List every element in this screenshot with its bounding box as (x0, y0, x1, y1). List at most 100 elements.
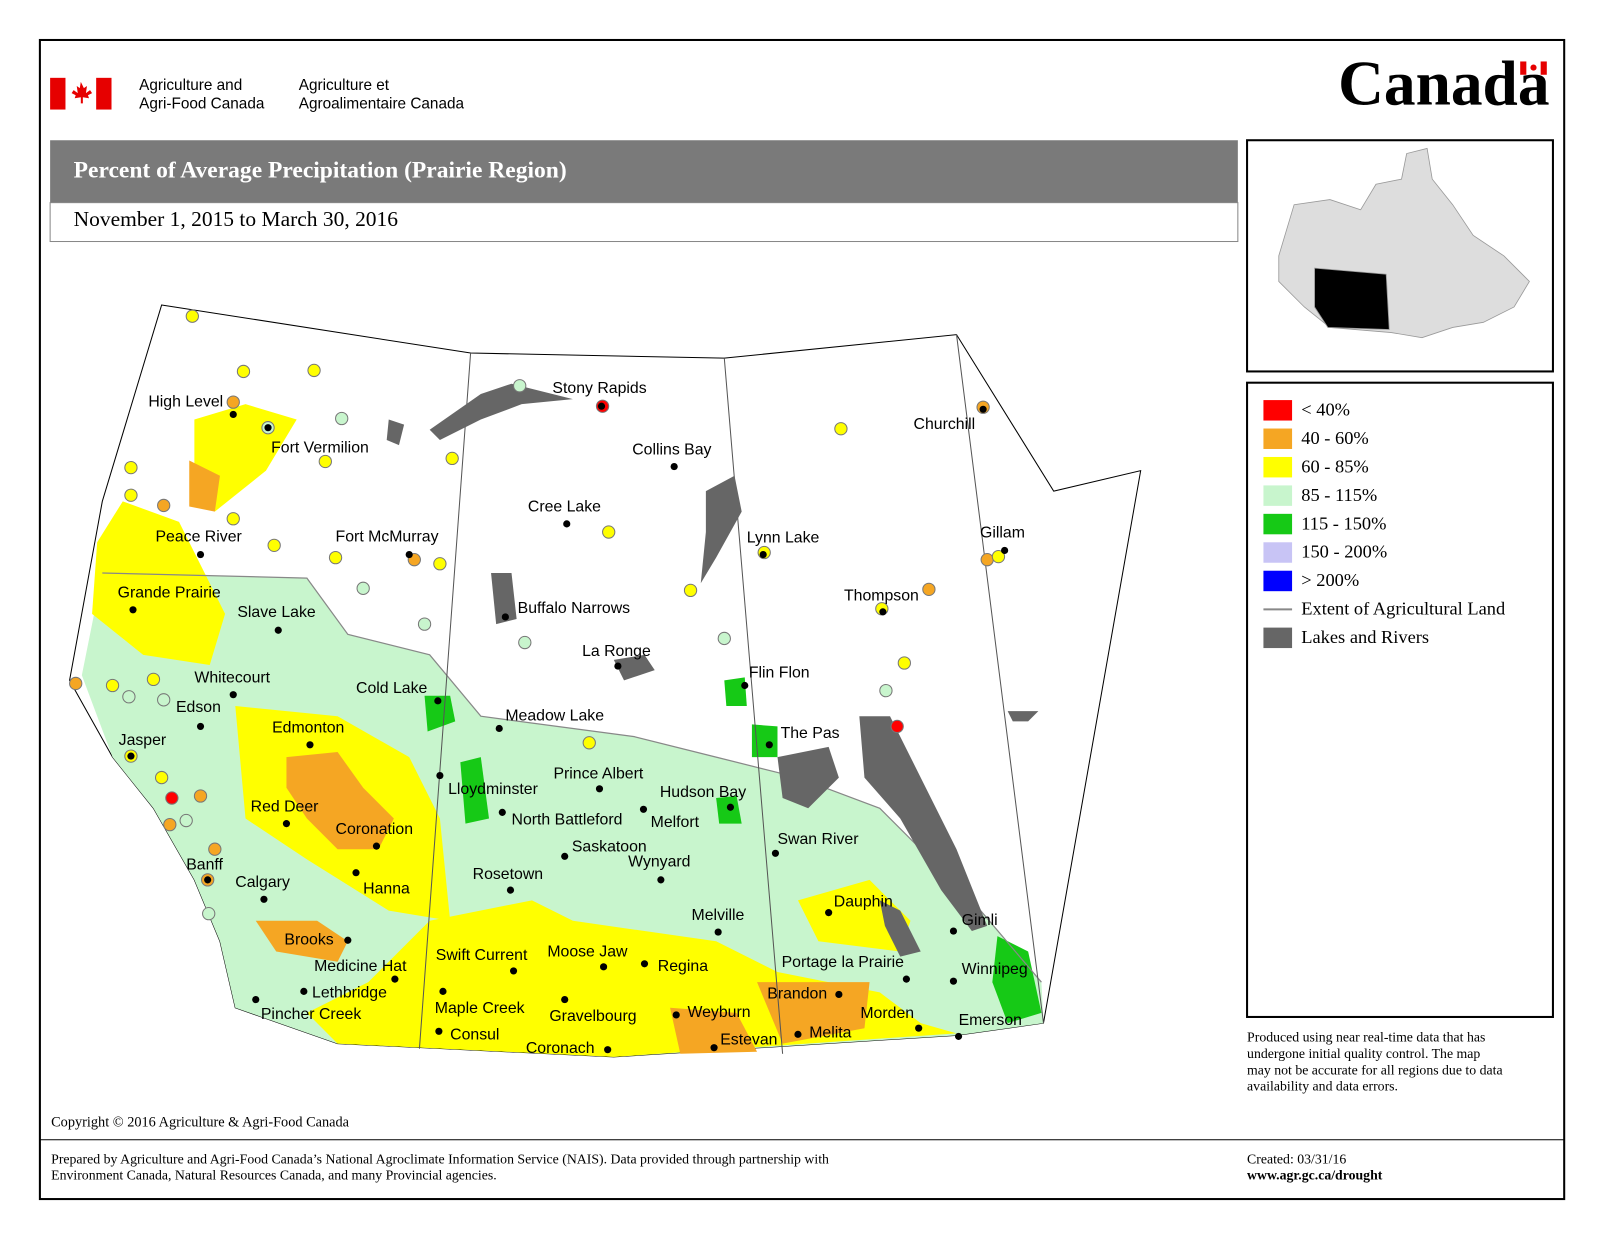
city-dot (264, 424, 272, 432)
city-dot (595, 785, 604, 793)
station (226, 512, 240, 526)
station (193, 789, 208, 803)
city-dot (439, 987, 447, 995)
city-label: Prince Albert (553, 766, 643, 783)
legend-label: > 200% (1301, 570, 1359, 590)
station (890, 719, 904, 734)
city-dot (759, 550, 767, 559)
legend-swatch (1263, 456, 1293, 478)
precip-zone (751, 724, 778, 758)
city-dot (670, 463, 678, 471)
city-label: Weyburn (687, 1004, 750, 1021)
lake (1007, 711, 1039, 722)
city-label: Whitecourt (194, 670, 270, 687)
city-label: Cree Lake (528, 499, 601, 516)
station (154, 770, 169, 785)
city-label: Flin Flon (749, 664, 810, 681)
city-label: Edson (176, 699, 221, 716)
city-dot (434, 697, 442, 705)
flag-logo (50, 77, 112, 110)
city-dot (726, 803, 735, 811)
precip-zone (724, 677, 747, 706)
precip-zone (757, 982, 870, 1044)
station (328, 550, 343, 565)
station (163, 817, 177, 832)
lake (613, 654, 655, 681)
legend-label: 150 - 200% (1301, 542, 1387, 562)
city-dot (495, 724, 503, 733)
city-label: Swift Current (436, 947, 528, 964)
city-label: Moose Jaw (547, 944, 628, 961)
city-label: Fort McMurray (336, 528, 439, 545)
legend-label: < 40% (1301, 400, 1350, 420)
city-label: Melville (692, 907, 745, 924)
city-label: Jasper (119, 732, 167, 749)
lake (386, 419, 405, 446)
station (879, 683, 893, 698)
city-dot (614, 662, 622, 670)
legend-frame (1246, 381, 1554, 1018)
city-label: Coronach (526, 1040, 595, 1057)
city-label: Consul (450, 1027, 499, 1044)
city-label: Collins Bay (632, 441, 711, 458)
station (335, 411, 349, 426)
city-dot (597, 402, 606, 410)
station (717, 631, 731, 646)
city-dot (949, 977, 958, 985)
station (683, 583, 698, 598)
city-dot (229, 410, 237, 418)
city-dot (506, 886, 515, 894)
city-label: Melita (809, 1025, 851, 1042)
wordmark-flag (1520, 61, 1547, 75)
city-label: Hanna (363, 880, 410, 897)
city-dot (274, 626, 282, 634)
legend-label: Extent of Agricultural Land (1301, 599, 1505, 619)
city-dot (1001, 546, 1009, 555)
station (267, 538, 281, 553)
station (834, 422, 848, 436)
city-dot (405, 550, 413, 559)
city-label: The Pas (781, 725, 840, 742)
legend-label: 115 - 150% (1301, 513, 1386, 533)
station (157, 498, 171, 513)
lake (429, 383, 573, 440)
station (165, 791, 179, 805)
city-dot (954, 1032, 963, 1040)
station (518, 635, 532, 650)
city-label: Wynyard (628, 854, 690, 871)
title-bar (50, 140, 1238, 203)
city-label: Slave Lake (237, 604, 316, 621)
city-label: Lethbridge (312, 985, 387, 1002)
city-label: Meadow Lake (505, 707, 604, 724)
wordmark: Canada (1338, 48, 1549, 119)
city-label: Estevan (720, 1032, 777, 1049)
dept-fr: Agroalimentaire Canada (299, 95, 465, 112)
city-dot (196, 722, 205, 731)
station (202, 906, 216, 921)
station (146, 672, 161, 687)
city-dot (501, 613, 509, 621)
station (69, 676, 83, 691)
city-label: Stony Rapids (552, 380, 646, 397)
precip-zone (460, 757, 490, 824)
legend-swatch (1263, 485, 1293, 506)
city-dot (509, 967, 518, 975)
city-dot (306, 741, 314, 749)
station (105, 678, 120, 693)
station (236, 364, 251, 379)
city-dot (436, 771, 444, 780)
legend-swatch (1263, 513, 1293, 535)
city-label: Medicine Hat (314, 958, 407, 975)
map: High Level Fort Vermilion Peace River Fort … (69, 304, 1142, 1058)
city-dot (196, 550, 205, 559)
city-label: Rosetown (473, 866, 543, 883)
note: undergone initial quality control. The m… (1247, 1046, 1480, 1061)
station (922, 582, 936, 596)
legend-swatch (1263, 400, 1293, 421)
station (417, 617, 432, 631)
city-label: Portage la Prairie (782, 954, 905, 971)
legend-swatch (1263, 428, 1293, 449)
city-dot (498, 808, 506, 816)
city-dot (915, 1024, 923, 1032)
